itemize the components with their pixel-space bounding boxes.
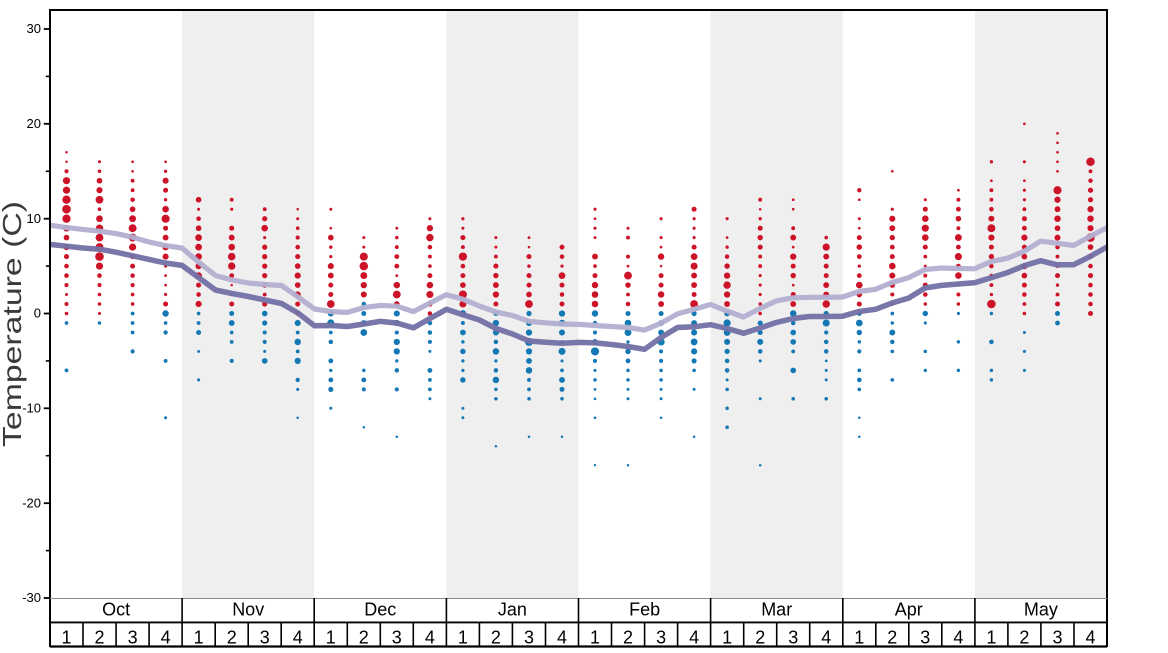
svg-text:4: 4 [821,628,831,648]
svg-text:May: May [1024,600,1058,620]
svg-text:Jan: Jan [498,600,527,620]
svg-text:0: 0 [34,306,41,321]
svg-text:4: 4 [1085,628,1095,648]
svg-text:-30: -30 [22,590,41,605]
svg-text:3: 3 [128,628,138,648]
svg-text:Mar: Mar [761,600,792,620]
svg-text:4: 4 [425,628,435,648]
svg-text:2: 2 [887,628,897,648]
svg-text:1: 1 [326,628,336,648]
svg-text:3: 3 [524,628,534,648]
svg-text:1: 1 [61,628,71,648]
svg-text:1: 1 [722,628,732,648]
svg-text:Apr: Apr [895,600,923,620]
svg-text:4: 4 [293,628,303,648]
svg-text:1: 1 [986,628,996,648]
svg-text:2: 2 [623,628,633,648]
svg-text:10: 10 [27,211,41,226]
svg-text:2: 2 [755,628,765,648]
svg-text:-10: -10 [22,401,41,416]
svg-text:3: 3 [788,628,798,648]
svg-text:2: 2 [359,628,369,648]
svg-text:Temperature (C): Temperature (C) [0,201,27,447]
svg-text:1: 1 [458,628,468,648]
svg-text:2: 2 [1019,628,1029,648]
svg-text:1: 1 [854,628,864,648]
svg-text:Oct: Oct [102,600,130,620]
svg-text:Feb: Feb [629,600,660,620]
svg-text:30: 30 [27,21,41,36]
svg-text:3: 3 [1052,628,1062,648]
svg-text:3: 3 [392,628,402,648]
svg-text:Dec: Dec [364,600,396,620]
svg-text:2: 2 [94,628,104,648]
svg-text:1: 1 [194,628,204,648]
svg-text:20: 20 [27,116,41,131]
svg-text:3: 3 [920,628,930,648]
svg-text:4: 4 [953,628,963,648]
svg-text:3: 3 [260,628,270,648]
svg-text:4: 4 [557,628,567,648]
svg-text:2: 2 [491,628,501,648]
svg-text:Nov: Nov [232,600,264,620]
svg-text:3: 3 [656,628,666,648]
svg-text:4: 4 [689,628,699,648]
svg-text:4: 4 [161,628,171,648]
svg-text:1: 1 [590,628,600,648]
svg-text:2: 2 [227,628,237,648]
svg-text:-20: -20 [22,495,41,510]
